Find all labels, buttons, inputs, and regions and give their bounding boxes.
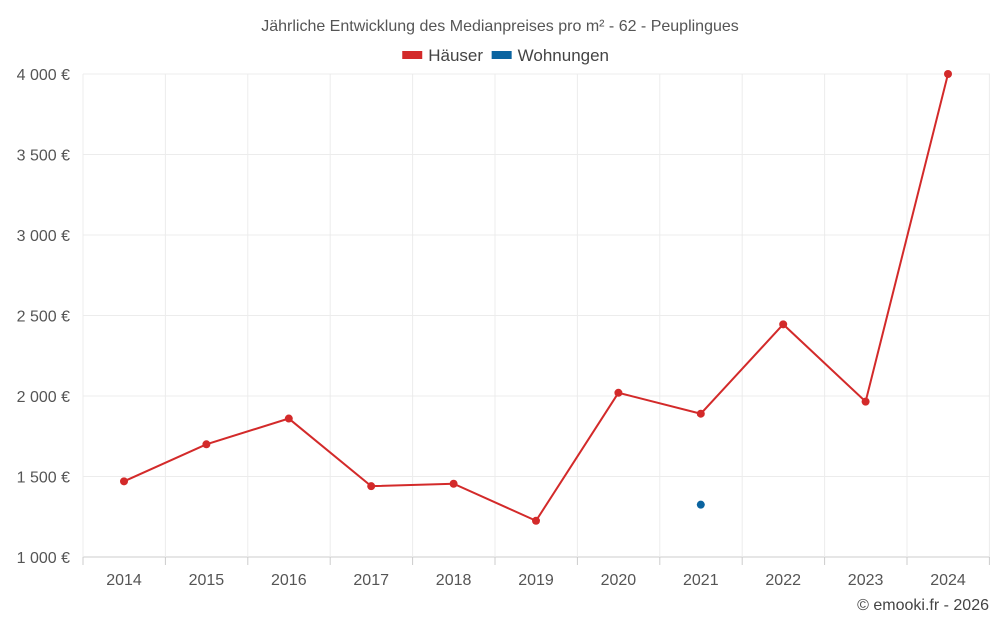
data-point[interactable] xyxy=(284,414,293,423)
x-tick-label: 2016 xyxy=(271,572,307,589)
y-tick-label: 2 000 € xyxy=(17,389,70,406)
y-tick-label: 4 000 € xyxy=(17,67,70,84)
grid-horizontal xyxy=(83,73,990,558)
chart-title: Jährliche Entwicklung des Medianpreises … xyxy=(261,18,739,35)
data-point[interactable] xyxy=(367,482,376,491)
legend-swatch xyxy=(402,51,423,59)
data-point[interactable] xyxy=(779,320,788,329)
x-tick-label: 2023 xyxy=(848,572,884,589)
credit-text: © emooki.fr - 2026 xyxy=(857,597,989,614)
x-tick-label: 2024 xyxy=(930,572,966,589)
data-point[interactable] xyxy=(202,440,211,449)
data-point[interactable] xyxy=(696,409,705,418)
data-point[interactable] xyxy=(449,479,458,488)
x-tick-label: 2021 xyxy=(683,572,719,589)
legend-item[interactable]: Wohnungen xyxy=(491,46,609,65)
x-tick-label: 2014 xyxy=(106,572,142,589)
x-tick-label: 2017 xyxy=(353,572,389,589)
legend-swatch xyxy=(491,51,512,59)
data-point[interactable] xyxy=(120,477,128,486)
legend-item[interactable]: Häuser xyxy=(402,46,483,65)
x-tick-label: 2022 xyxy=(765,572,801,589)
y-axis-ticks: 1 000 € 1 500 € 2 000 € 2 500 € 3 000 € 3 500… xyxy=(17,67,70,567)
x-tick-label: 2020 xyxy=(601,572,637,589)
data-point[interactable] xyxy=(532,516,540,525)
legend-label: Wohnungen xyxy=(518,46,609,65)
series-haeuser xyxy=(120,70,952,525)
series-layer xyxy=(120,70,952,525)
x-axis-ticks: 2014 2015 2016 2017 2018 2019 2020 2021 2022 2023… xyxy=(106,572,966,589)
y-tick-label: 3 500 € xyxy=(17,148,70,165)
x-tick-label: 2018 xyxy=(436,572,472,589)
y-tick-label: 1 000 € xyxy=(17,550,70,567)
y-tick-label: 3 000 € xyxy=(17,228,70,245)
legend-label: Häuser xyxy=(428,46,483,65)
data-point[interactable] xyxy=(614,388,623,397)
data-point[interactable] xyxy=(861,397,870,406)
x-tick-label: 2019 xyxy=(518,572,554,589)
grid-vertical xyxy=(82,74,990,565)
data-point[interactable] xyxy=(696,500,705,509)
legend: Häuser Wohnungen xyxy=(402,46,609,65)
x-tick-label: 2015 xyxy=(189,572,225,589)
data-point[interactable] xyxy=(944,70,952,78)
y-tick-label: 2 500 € xyxy=(17,309,70,326)
y-tick-label: 1 500 € xyxy=(17,470,70,487)
series-wohnungen xyxy=(696,500,705,509)
